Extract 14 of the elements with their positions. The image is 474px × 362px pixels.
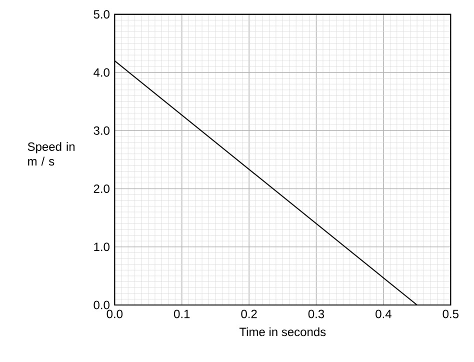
y-tick-label: 1.0 — [94, 242, 110, 252]
y-tick-label: 5.0 — [94, 10, 110, 19]
x-tick-label: 0.0 — [106, 310, 123, 318]
x-tick-label: 0.1 — [174, 310, 190, 318]
y-tick-label: 2.0 — [94, 184, 110, 193]
x-axis-title: Time in seconds — [239, 327, 326, 336]
x-tick-label: 0.5 — [442, 310, 458, 318]
y-tick-label: 3.0 — [94, 126, 110, 135]
x-tick-label: 0.2 — [241, 310, 257, 318]
x-tick-label: 0.4 — [376, 310, 392, 318]
y-tick-label: 0.0 — [94, 300, 110, 310]
x-tick-label: 0.3 — [308, 310, 324, 318]
y-axis-title: Speed in m / s — [28, 142, 75, 166]
y-tick-label: 4.0 — [94, 68, 110, 77]
